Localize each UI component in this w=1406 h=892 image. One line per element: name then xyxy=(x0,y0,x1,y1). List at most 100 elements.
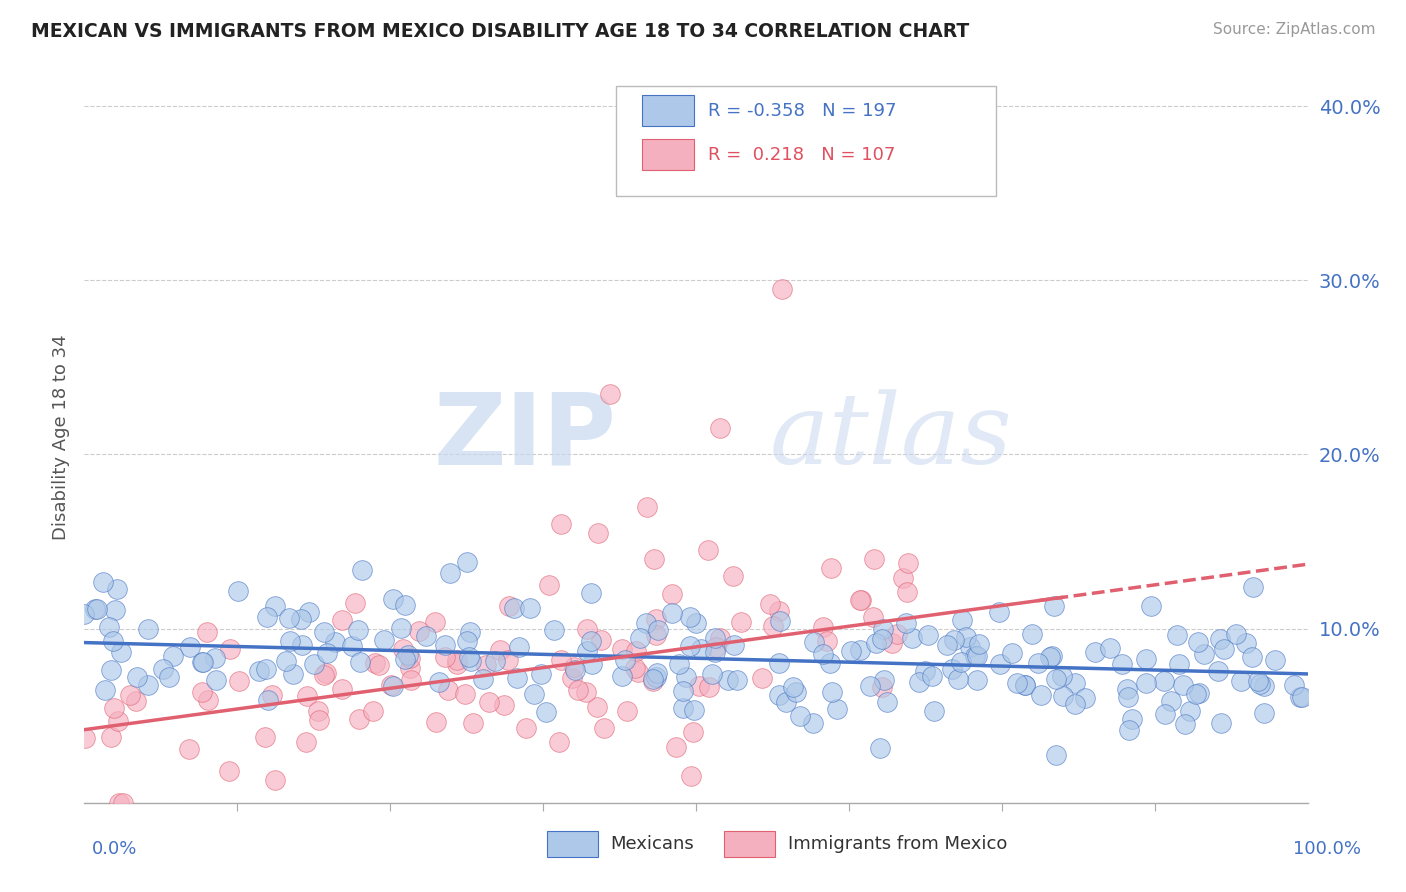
Point xyxy=(561,671,583,685)
Point xyxy=(723,638,745,652)
Point xyxy=(897,556,920,570)
Point xyxy=(136,678,159,692)
Point xyxy=(704,631,727,645)
Point xyxy=(966,649,988,664)
Point xyxy=(1174,717,1197,731)
Point xyxy=(1099,640,1122,655)
Point xyxy=(193,655,215,669)
Point xyxy=(276,654,298,668)
Point xyxy=(576,644,599,658)
Point xyxy=(891,571,914,585)
Point xyxy=(103,603,125,617)
Point xyxy=(179,640,201,655)
Point xyxy=(849,593,872,607)
Point xyxy=(530,666,553,681)
Point xyxy=(461,716,484,731)
Point xyxy=(628,631,651,645)
Point xyxy=(100,730,122,744)
Point xyxy=(661,587,683,601)
Point xyxy=(484,654,506,668)
Point xyxy=(672,701,695,715)
Point xyxy=(471,672,494,686)
Point xyxy=(1171,678,1194,692)
Point xyxy=(789,708,811,723)
Point xyxy=(423,615,446,629)
Point xyxy=(1153,706,1175,721)
Point xyxy=(1045,672,1067,686)
Point xyxy=(75,731,97,745)
Point xyxy=(312,624,335,639)
Point xyxy=(1001,646,1024,660)
Point xyxy=(821,684,844,698)
Point xyxy=(1213,641,1236,656)
Point xyxy=(330,682,353,697)
Point xyxy=(562,660,585,674)
Point xyxy=(394,598,416,612)
Point xyxy=(1234,636,1257,650)
Point xyxy=(803,635,825,649)
Point xyxy=(307,704,329,718)
Point xyxy=(564,663,586,677)
Point xyxy=(399,661,422,675)
Point xyxy=(105,582,128,596)
Point xyxy=(350,563,373,577)
Point xyxy=(644,628,666,642)
Point xyxy=(668,657,690,671)
Point xyxy=(966,673,988,687)
Point xyxy=(107,714,129,728)
Text: atlas: atlas xyxy=(769,390,1012,484)
Point xyxy=(1005,676,1028,690)
Point xyxy=(478,695,501,709)
Point xyxy=(503,600,526,615)
Point xyxy=(316,646,339,660)
Point xyxy=(389,622,412,636)
Point xyxy=(865,636,887,650)
Text: Source: ZipAtlas.com: Source: ZipAtlas.com xyxy=(1212,22,1375,37)
Point xyxy=(1116,690,1139,705)
Point xyxy=(98,620,121,634)
Point xyxy=(278,633,301,648)
Point xyxy=(859,679,882,693)
Point xyxy=(548,735,571,749)
Point xyxy=(136,622,159,636)
Text: 0.0%: 0.0% xyxy=(91,840,136,858)
Point xyxy=(575,622,598,636)
Point xyxy=(125,693,148,707)
Point xyxy=(179,741,201,756)
Point xyxy=(1135,676,1157,690)
Point xyxy=(86,602,108,616)
Point xyxy=(498,599,520,614)
Point xyxy=(262,689,284,703)
Point xyxy=(108,796,131,810)
Point xyxy=(709,631,731,645)
Point xyxy=(373,633,395,648)
Point xyxy=(1118,723,1140,738)
Point xyxy=(100,663,122,677)
Point xyxy=(256,609,278,624)
Point xyxy=(825,702,848,716)
Point xyxy=(330,614,353,628)
Point xyxy=(1140,599,1163,613)
Point xyxy=(870,680,893,694)
Point xyxy=(665,739,688,754)
Point xyxy=(218,764,240,778)
Point xyxy=(454,687,477,701)
Point xyxy=(636,500,658,514)
Point xyxy=(1289,690,1312,705)
Point xyxy=(543,623,565,637)
Point xyxy=(295,735,318,749)
Point xyxy=(458,625,481,640)
Point xyxy=(427,674,450,689)
Point xyxy=(612,642,634,657)
Point xyxy=(190,655,212,669)
Point xyxy=(264,773,287,788)
Point xyxy=(624,644,647,658)
Point xyxy=(1064,698,1087,712)
Point xyxy=(636,616,658,631)
Point xyxy=(508,640,530,654)
Point xyxy=(585,699,607,714)
Point xyxy=(399,673,422,687)
Point xyxy=(1014,678,1036,692)
Point xyxy=(1209,632,1232,646)
Text: MEXICAN VS IMMIGRANTS FROM MEXICO DISABILITY AGE 18 TO 34 CORRELATION CHART: MEXICAN VS IMMIGRANTS FROM MEXICO DISABI… xyxy=(31,22,969,41)
